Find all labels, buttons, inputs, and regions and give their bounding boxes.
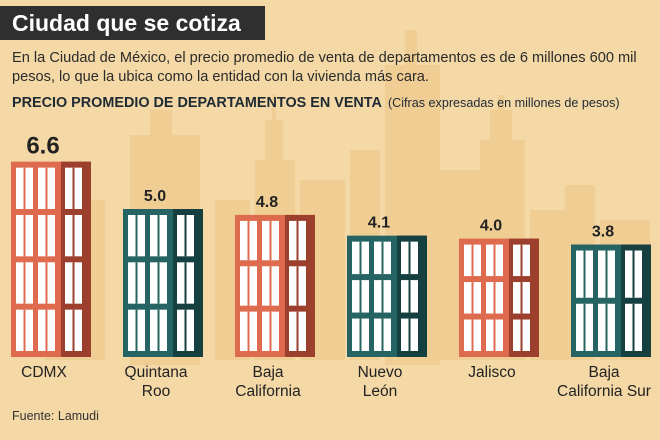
category-label: Baja [252, 364, 283, 381]
skyline-building-12 [498, 95, 504, 115]
value-label: 4.1 [368, 215, 390, 232]
value-label: 4.0 [480, 218, 502, 235]
skyline-building-4 [272, 95, 276, 125]
chart-subtitle: PRECIO PROMEDIO DE DEPARTAMENTOS EN VENT… [12, 94, 620, 112]
bar-1 [123, 209, 203, 357]
bar-2 [235, 214, 315, 357]
source-note: Fuente: Lamudi [12, 409, 99, 423]
value-label: 4.8 [256, 194, 278, 211]
bar-4 [459, 238, 539, 357]
bar-3 [347, 235, 427, 357]
skyline-building-11 [490, 110, 512, 150]
value-label: 3.8 [592, 224, 614, 241]
category-label: Jalisco [468, 364, 515, 381]
category-label: California Sur [557, 383, 651, 400]
category-label: Baja [588, 364, 619, 381]
bar-0 [11, 161, 91, 357]
category-label: California [235, 383, 301, 400]
bar-5 [571, 244, 651, 357]
skyline-building-1 [150, 110, 172, 150]
skyline-building-3 [265, 120, 283, 170]
category-label: Roo [142, 383, 170, 400]
category-label: Nuevo [358, 364, 403, 381]
value-label: 5.0 [144, 188, 166, 205]
category-label: Quintana [125, 364, 188, 381]
category-label: CDMX [21, 364, 67, 381]
chart-title: PRECIO PROMEDIO DE DEPARTAMENTOS EN VENT… [12, 95, 382, 111]
category-label: León [363, 383, 397, 400]
page-title: Ciudad que se cotiza [0, 6, 265, 40]
description-text: En la Ciudad de México, el precio promed… [12, 50, 637, 85]
value-label: 6.6 [26, 133, 59, 160]
skyline-building-8 [405, 30, 417, 70]
chart-units-note: (Cifras expresadas en millones de pesos) [387, 96, 620, 110]
